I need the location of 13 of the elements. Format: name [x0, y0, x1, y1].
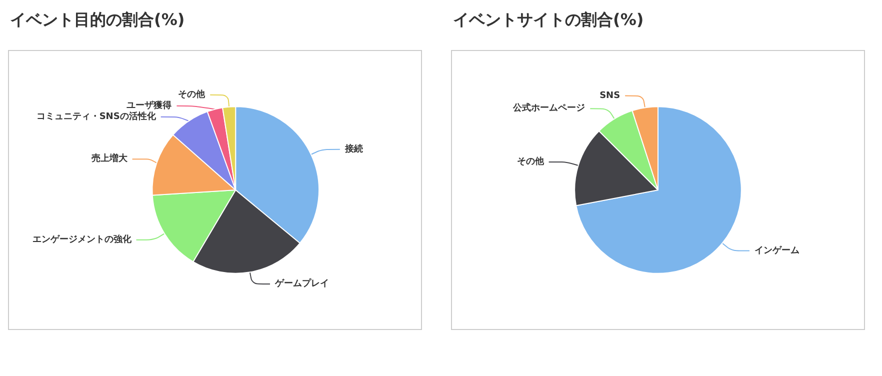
slice-label: ユーザ獲得 [126, 100, 172, 111]
slice-label: 接続 [344, 143, 363, 154]
chart-title: イベントサイトの割合(%) [453, 10, 644, 31]
slice-label: その他 [516, 156, 545, 167]
slice-label: 公式ホームページ [512, 102, 586, 114]
slice-label: インゲーム [754, 244, 800, 256]
slice-label: 売上増大 [91, 152, 128, 164]
slice-label: その他 [178, 88, 206, 100]
slice-label: SNS [600, 90, 620, 101]
slice-label: コミュニティ・SNSの活性化 [36, 110, 157, 122]
chart-title: イベント目的の割合(%) [10, 10, 185, 31]
slice-label: ゲームプレイ [274, 278, 329, 289]
slice-label: エンゲージメントの強化 [32, 234, 132, 245]
